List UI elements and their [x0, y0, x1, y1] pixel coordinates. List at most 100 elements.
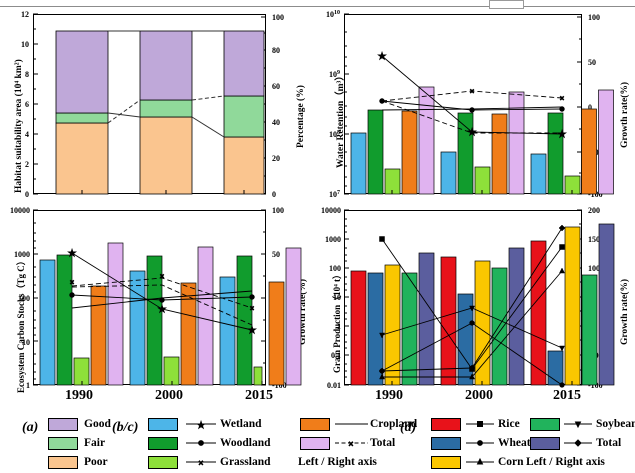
legend-bc-markers: ★ × ×: [186, 420, 368, 469]
svg-text:1000: 1000: [14, 250, 30, 259]
bar-cropland-c-1990: [90, 285, 107, 386]
svg-text:100: 100: [18, 294, 30, 303]
legend-d-axis-note: Left / Right axis: [526, 456, 605, 468]
bar-soybean-2015: [581, 274, 598, 386]
panel-d-bars-extra: [581, 223, 615, 386]
svg-text:100: 100: [588, 264, 600, 273]
bar-wetland-c-2015: [219, 276, 236, 386]
legend-d-swatch-corn: [431, 456, 461, 469]
svg-text:0: 0: [588, 103, 592, 112]
panel-b-bars: [350, 86, 581, 195]
bar-wetland-2015: [530, 153, 547, 195]
panel-d-yticks-left: 10000 1000 100 10 1 0.1 0.01: [321, 206, 341, 390]
svg-text:1000: 1000: [325, 235, 341, 244]
bar-good-2000: [139, 30, 193, 101]
panel-a: Habitat suitability area (10⁴ km²) Perce…: [0, 8, 310, 203]
year-label-1990-right: 1990: [375, 388, 403, 403]
legend-d-label-total: Total: [596, 437, 622, 449]
legend-d-markers: [466, 421, 592, 465]
bar-cropland-c-2015: [268, 281, 285, 386]
bar-grassland-c-2000: [163, 356, 180, 386]
svg-text:100: 100: [329, 264, 341, 273]
panel-c-bars-extra: [268, 247, 302, 386]
panel-d-bars: [350, 226, 581, 386]
line-wetland-c: [71, 252, 253, 331]
svg-text:80: 80: [272, 46, 280, 55]
line-poor-a: [107, 112, 141, 118]
svg-text:×: ×: [160, 272, 165, 281]
svg-text:20: 20: [272, 154, 280, 163]
bar-woodland-2000: [457, 112, 474, 195]
svg-text:1: 1: [26, 381, 30, 390]
svg-text:107: 107: [329, 190, 340, 199]
legend-bc-axis-note: Left / Right axis: [298, 456, 377, 468]
bar-wheat-2015: [547, 350, 564, 386]
legend-bc-label-woodland: Woodland: [220, 437, 271, 449]
legend-a-label-good: Good: [84, 418, 111, 430]
bar-cropland-2015: [581, 108, 597, 195]
legend-bc-swatch-wetland: [148, 418, 178, 431]
bar-wheat-2000: [457, 293, 474, 386]
svg-text:★: ★: [248, 325, 256, 335]
panel-c-bars: [39, 242, 263, 386]
legend-bc: (b/c) ★ × × Wetland Woodland Grassland C…: [110, 410, 417, 472]
legend-a-title: (a): [22, 420, 39, 435]
svg-text:100: 100: [272, 206, 284, 215]
svg-text:10: 10: [21, 40, 29, 49]
bar-total-2015: [598, 223, 615, 386]
svg-text:0: 0: [25, 190, 29, 199]
svg-text:×: ×: [70, 278, 75, 287]
legend-d-swatch-soybean: [530, 418, 560, 431]
panel-a-bars: [55, 30, 265, 195]
svg-text:10: 10: [333, 293, 341, 302]
marker-rice-1990: [379, 236, 385, 242]
year-label-2015-right: 2015: [553, 388, 581, 403]
bar-wheat-1990: [367, 272, 384, 386]
year-label-1990: 1990: [65, 388, 93, 403]
svg-text:0.01: 0.01: [327, 381, 341, 390]
bar-grassland-c-2015: [253, 366, 263, 386]
svg-text:109: 109: [329, 70, 340, 79]
bar-grassland-c-1990: [73, 357, 90, 386]
bar-wetland-c-2000: [129, 270, 146, 386]
svg-text:40: 40: [272, 118, 280, 127]
year-label-2015: 2015: [245, 388, 273, 403]
panel-b: Water Retention（m³） Growth rate(%) (b) 1…: [312, 8, 635, 203]
svg-text:150: 150: [588, 235, 600, 244]
legend-d-label-corn: Corn: [498, 456, 524, 468]
svg-text:1010: 1010: [326, 10, 340, 19]
bar-total-2000: [508, 91, 525, 195]
marker-rice-2015: [559, 244, 565, 250]
legend-d-swatch-wheat: [431, 437, 461, 450]
bar-wetland-c-1990: [39, 259, 56, 386]
bar-rice-2015: [530, 240, 547, 386]
svg-text:×: ×: [470, 87, 475, 96]
svg-text:-100: -100: [272, 381, 287, 390]
svg-text:100: 100: [588, 13, 600, 22]
svg-text:100: 100: [272, 13, 284, 22]
line-total-b: [381, 100, 562, 134]
svg-text:200: 200: [588, 206, 600, 215]
bar-poor-2000: [139, 116, 193, 195]
bar-fair-2000: [139, 99, 193, 118]
bar-cropland-2000: [491, 113, 508, 195]
bar-soybean-1990: [401, 272, 418, 386]
panel-a-yticks-left: 12 10 8 6 4 2 0: [21, 10, 29, 199]
bar-wetland-2000: [440, 151, 457, 195]
bar-cropland-c-2000: [180, 282, 197, 386]
svg-text:10000: 10000: [10, 206, 30, 215]
year-label-2000: 2000: [155, 388, 183, 403]
legend-d-label-soybean: Soybean: [596, 418, 635, 430]
svg-text:×: ×: [250, 304, 255, 313]
svg-text:108: 108: [329, 130, 340, 139]
svg-text:-100: -100: [588, 190, 603, 199]
line-fair-b: [191, 95, 225, 101]
panel-b-yticks-left: 1010 109 108 107: [326, 10, 340, 199]
svg-text:★: ★: [158, 304, 166, 314]
legend-d: (d) Rice Wheat Corn Soybean Total Left /…: [398, 410, 635, 472]
legend-d-label-wheat: Wheat: [498, 437, 531, 449]
svg-text:×: ×: [560, 94, 565, 103]
bar-corn-2000: [474, 260, 491, 386]
